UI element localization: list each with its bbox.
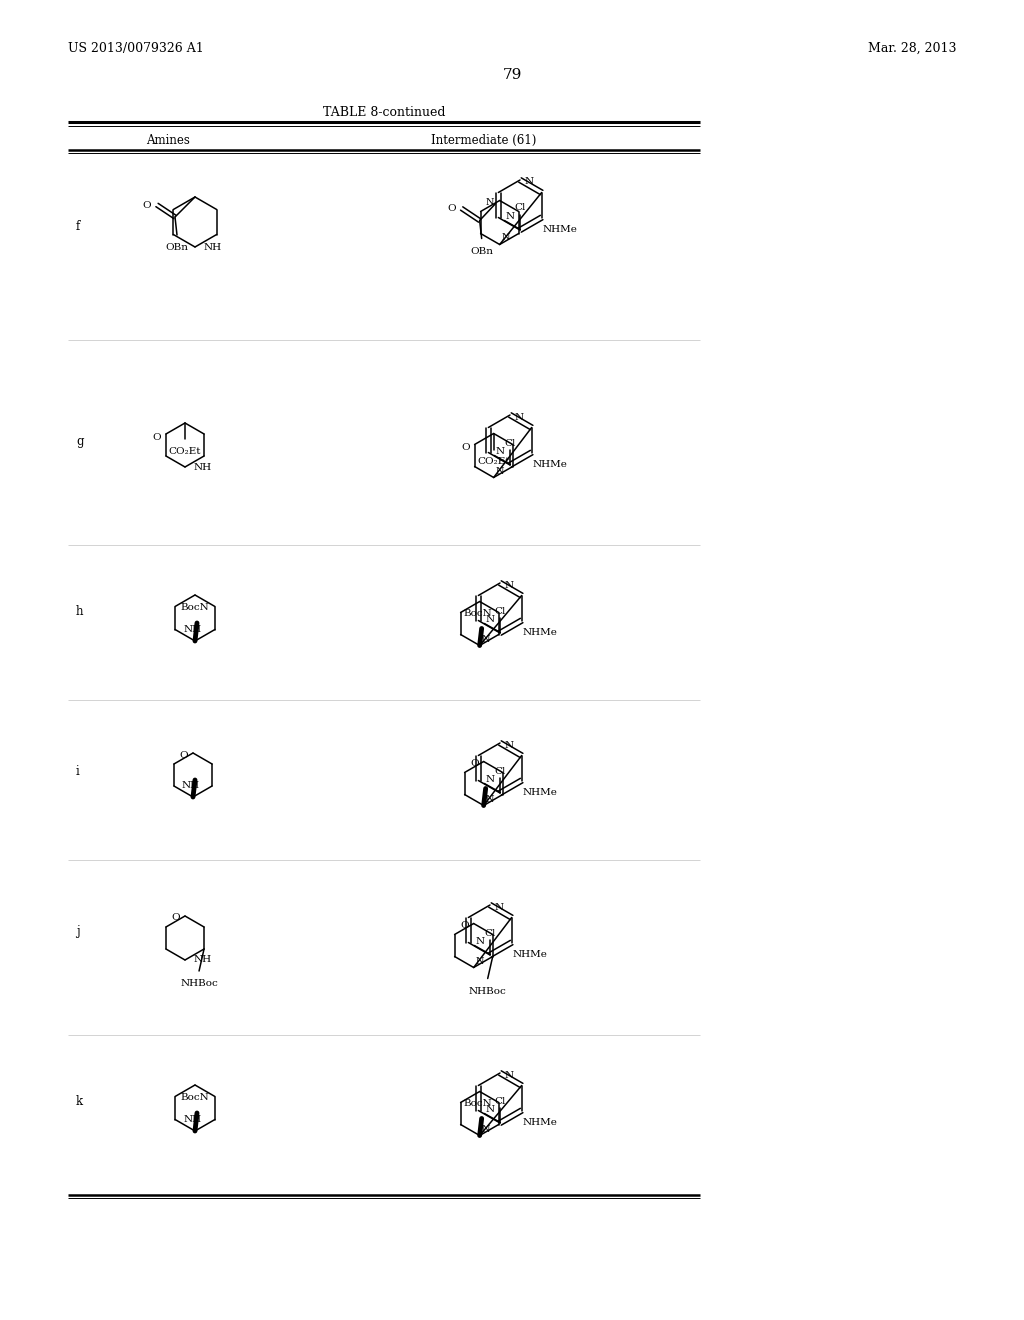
Text: BocN: BocN: [180, 603, 209, 612]
Text: TABLE 8-continued: TABLE 8-continued: [323, 106, 445, 119]
Text: N: N: [481, 1125, 490, 1134]
Text: NH: NH: [204, 243, 222, 252]
Text: N: N: [485, 615, 495, 624]
Text: Cl: Cl: [495, 606, 506, 615]
Text: f: f: [76, 220, 80, 234]
Text: O: O: [142, 201, 151, 210]
Text: OBn: OBn: [166, 243, 188, 252]
Text: BocN: BocN: [464, 1100, 493, 1107]
Text: US 2013/0079326 A1: US 2013/0079326 A1: [68, 42, 204, 55]
Text: NH: NH: [182, 781, 200, 791]
Text: N: N: [496, 447, 505, 455]
Text: NHMe: NHMe: [543, 224, 578, 234]
Text: N: N: [476, 957, 484, 965]
Text: N: N: [485, 795, 495, 804]
Text: NH: NH: [194, 462, 212, 471]
Text: Cl: Cl: [495, 767, 506, 776]
Text: 79: 79: [503, 69, 521, 82]
Text: NH: NH: [183, 1115, 201, 1125]
Text: N: N: [505, 741, 514, 750]
Text: NHMe: NHMe: [522, 1118, 557, 1127]
Text: NHBoc: NHBoc: [469, 986, 507, 995]
Text: Mar. 28, 2013: Mar. 28, 2013: [867, 42, 956, 55]
Text: N: N: [495, 903, 504, 912]
Text: Cl: Cl: [514, 203, 525, 213]
Text: N: N: [485, 1105, 495, 1114]
Text: N: N: [505, 1071, 514, 1080]
Text: O: O: [447, 205, 456, 213]
Text: O: O: [461, 444, 470, 451]
Text: N: N: [505, 581, 514, 590]
Text: j: j: [76, 925, 80, 939]
Text: OBn: OBn: [470, 247, 494, 256]
Text: O: O: [179, 751, 188, 759]
Text: g: g: [76, 436, 84, 447]
Text: O: O: [460, 921, 469, 931]
Text: NH: NH: [183, 624, 201, 634]
Text: NH: NH: [194, 956, 212, 965]
Text: O: O: [171, 913, 180, 923]
Text: N: N: [481, 635, 490, 644]
Text: Cl: Cl: [504, 438, 516, 447]
Text: Intermediate (61): Intermediate (61): [431, 133, 537, 147]
Text: BocN: BocN: [180, 1093, 209, 1102]
Text: Cl: Cl: [495, 1097, 506, 1106]
Text: N: N: [496, 466, 504, 475]
Text: Amines: Amines: [146, 133, 189, 147]
Text: CO₂Et: CO₂Et: [477, 458, 510, 466]
Text: N: N: [485, 775, 495, 784]
Text: NHMe: NHMe: [522, 788, 557, 797]
Text: N: N: [506, 213, 514, 220]
Text: Cl: Cl: [484, 928, 496, 937]
Text: N: N: [475, 937, 484, 946]
Text: CO₂Et: CO₂Et: [169, 447, 202, 455]
Text: N: N: [502, 234, 510, 243]
Text: NHMe: NHMe: [522, 628, 557, 638]
Text: O: O: [153, 433, 161, 441]
Text: i: i: [76, 766, 80, 777]
Text: NHMe: NHMe: [532, 459, 567, 469]
Text: N: N: [485, 198, 494, 207]
Text: NHMe: NHMe: [512, 950, 547, 960]
Text: O: O: [470, 759, 478, 768]
Text: N: N: [525, 177, 535, 186]
Text: N: N: [515, 412, 524, 421]
Text: BocN: BocN: [464, 609, 493, 618]
Text: k: k: [76, 1096, 83, 1107]
Text: h: h: [76, 605, 84, 618]
Text: NHBoc: NHBoc: [180, 979, 218, 987]
